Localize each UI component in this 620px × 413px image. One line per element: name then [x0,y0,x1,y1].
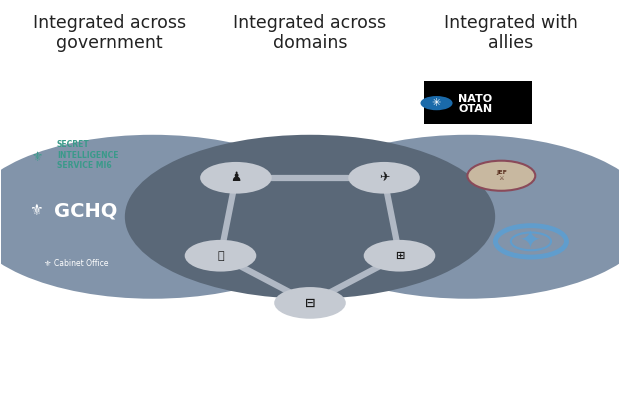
Text: OTAN: OTAN [458,104,492,114]
Text: 🗺: 🗺 [456,300,479,338]
Text: ⚜: ⚜ [32,151,43,164]
Text: ⚜: ⚜ [44,259,51,268]
Ellipse shape [364,240,435,272]
FancyBboxPatch shape [424,81,532,124]
Text: Integrated across
domains: Integrated across domains [234,14,386,52]
Text: NATO: NATO [458,94,492,104]
Ellipse shape [282,135,620,299]
Ellipse shape [200,162,272,194]
Text: ♟: ♟ [230,171,242,184]
Text: ✡: ✡ [138,339,168,373]
Ellipse shape [467,161,535,191]
Text: GCHQ: GCHQ [54,201,117,220]
Text: ✦: ✦ [520,229,541,253]
Text: JEF
⚔: JEF ⚔ [496,170,507,181]
Text: ⚜: ⚜ [44,106,51,114]
Text: ✈: ✈ [379,171,389,184]
Text: Integrated with
allies: Integrated with allies [444,14,578,52]
Ellipse shape [348,162,420,194]
Text: Integrated across
government: Integrated across government [33,14,186,52]
Text: ⚜: ⚜ [29,203,42,218]
Ellipse shape [420,96,453,110]
Text: Cabinet Office: Cabinet Office [54,259,108,268]
Text: ⊟: ⊟ [305,297,315,309]
Text: ✳: ✳ [432,98,441,108]
Text: ⛵: ⛵ [217,251,224,261]
Text: ⊞: ⊞ [395,251,404,261]
Text: Foreign, Commonwealth
& Development Office: Foreign, Commonwealth & Development Offi… [54,104,139,116]
Ellipse shape [274,287,346,319]
Text: SECRET
INTELLIGENCE
SERVICE MI6: SECRET INTELLIGENCE SERVICE MI6 [57,140,118,170]
Ellipse shape [125,135,495,299]
Ellipse shape [185,240,256,272]
Ellipse shape [0,135,338,299]
